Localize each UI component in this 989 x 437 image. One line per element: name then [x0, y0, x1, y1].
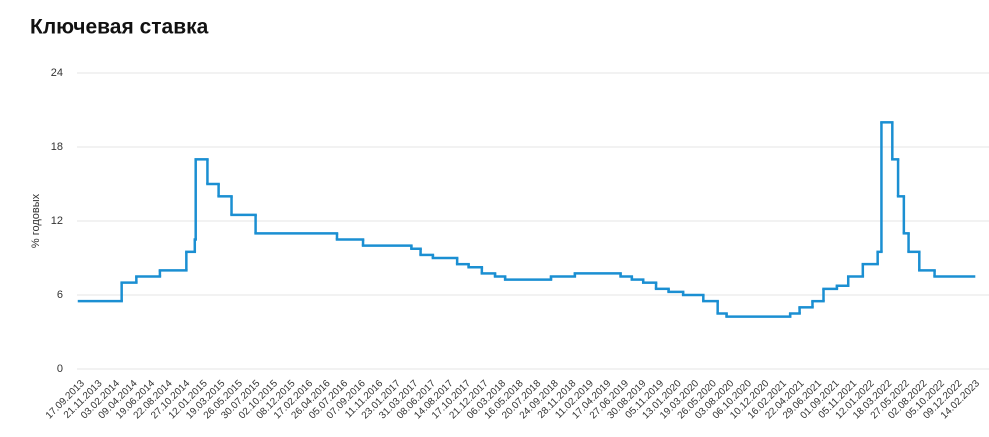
y-axis-label: % годовых — [30, 193, 42, 248]
chart-title: Ключевая ставка — [30, 16, 209, 39]
step-connector — [120, 122, 936, 317]
y-tick-label: 24 — [51, 67, 63, 79]
y-tick-label: 12 — [51, 215, 63, 227]
y-tick-label: 18 — [51, 141, 63, 153]
y-tick-label: 0 — [57, 363, 63, 375]
y-tick-label: 6 — [57, 289, 63, 301]
